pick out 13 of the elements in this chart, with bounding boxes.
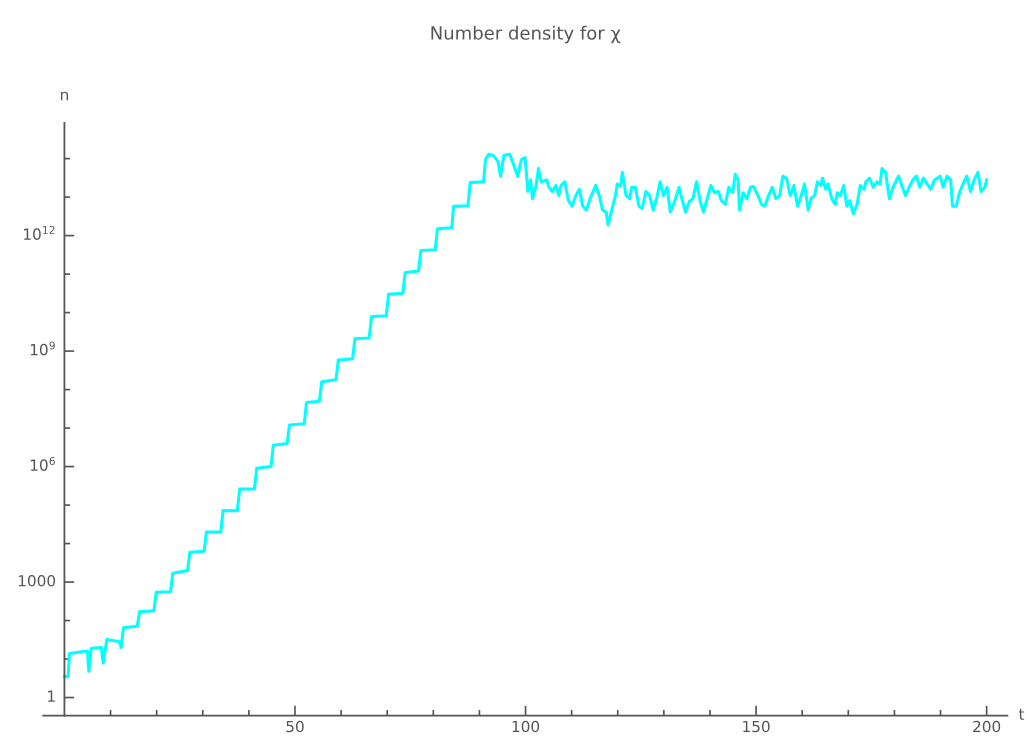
y-tick-label: 10$^{6}$ (30, 456, 55, 471)
x-tick-label: 150 (743, 720, 770, 733)
x-tick-label: 100 (512, 720, 540, 733)
y-tick-label: 10$^{9}$ (30, 341, 55, 356)
chart-title: Number density for χ (431, 25, 621, 44)
y-tick-label: 1000 (18, 574, 56, 587)
line-series (62, 152, 989, 679)
x-axis-title: t (1018, 709, 1025, 720)
y-axis-title: n (60, 91, 68, 101)
y-tick-label: 10$^{12}$ (24, 225, 55, 240)
y-tick-label: 1 (48, 690, 55, 702)
x-tick-label: 200 (973, 720, 1001, 733)
x-tick-label: 50 (286, 720, 304, 733)
